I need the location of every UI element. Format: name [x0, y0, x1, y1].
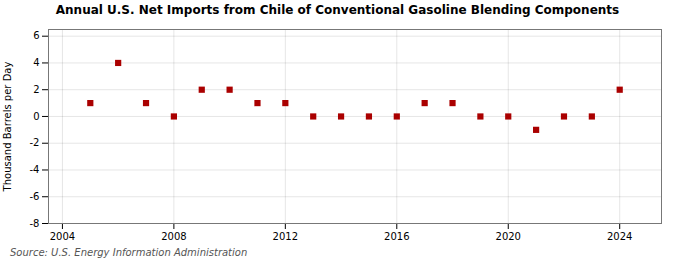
html-text:Annual U.S. Net Imports from C: Annual U.S. Net Imports from Chile of Co…: [55, 3, 620, 17]
svg-text:4: 4: [33, 57, 39, 68]
svg-text:-8: -8: [30, 218, 40, 229]
svg-text:-6: -6: [30, 191, 40, 202]
svg-text:2020: 2020: [496, 231, 521, 242]
svg-text:Thousand Barrels per Day: Thousand Barrels per Day: [2, 62, 13, 193]
svg-text:0: 0: [33, 111, 39, 122]
svg-text:2: 2: [33, 84, 39, 95]
svg-text:2004: 2004: [50, 231, 75, 242]
svg-text:2012: 2012: [273, 231, 298, 242]
svg-text:-4: -4: [30, 164, 40, 175]
svg-text:6: 6: [33, 30, 39, 41]
html-text:Source: U.S. Energy Informatio: Source: U.S. Energy Information Administ…: [10, 247, 248, 258]
svg-text:2016: 2016: [384, 231, 409, 242]
svg-text:2008: 2008: [161, 231, 186, 242]
svg-text:2024: 2024: [607, 231, 632, 242]
svg-text:-2: -2: [30, 137, 40, 148]
